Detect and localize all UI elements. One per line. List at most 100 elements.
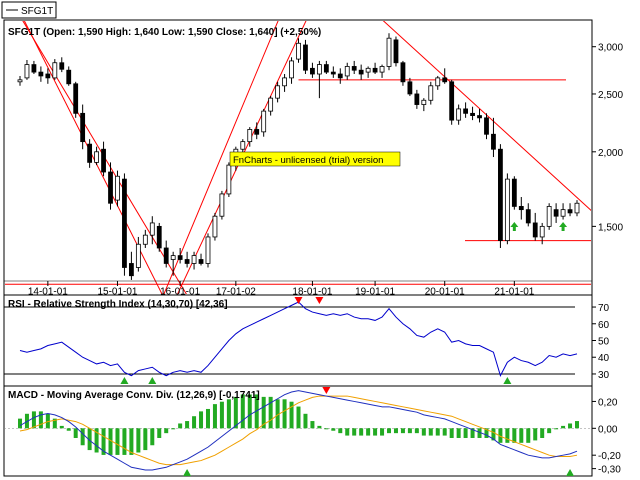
candle-body — [80, 112, 86, 143]
macd-histogram-bar — [282, 399, 287, 429]
macd-histogram-bar — [533, 428, 538, 441]
macd-y-tick-label: -0,20 — [598, 451, 621, 462]
candle-body — [226, 164, 232, 195]
macd-histogram-bar — [94, 428, 99, 453]
candle-body — [128, 263, 134, 277]
macd-histogram-bar — [470, 428, 475, 438]
candle-body — [365, 67, 371, 73]
macd-histogram-bar — [136, 428, 141, 453]
candle-body — [73, 83, 79, 114]
candle-body — [122, 178, 127, 268]
macd-histogram-bar — [338, 428, 343, 434]
candle-body — [94, 151, 99, 163]
candle-body — [205, 236, 211, 264]
candle-body — [31, 64, 37, 73]
candle-body — [456, 108, 462, 121]
watermark-text: FnCharts - unlicensed (trial) version — [233, 155, 383, 166]
rsi-signal-arrows — [120, 297, 512, 384]
candle-body — [379, 66, 385, 73]
macd-histogram-bar — [449, 428, 454, 438]
candle-body — [358, 69, 364, 75]
macd-histogram-bar — [554, 428, 559, 430]
candle-body — [414, 93, 420, 105]
macd-histogram-bar — [393, 428, 398, 434]
macd-histogram-bar — [31, 411, 36, 429]
macd-histogram-bar — [38, 411, 43, 429]
price-x-tick-label: 19-01-01 — [355, 286, 395, 297]
candle-body — [498, 148, 503, 241]
rsi-y-tick-label: 50 — [598, 337, 610, 348]
candle-body — [386, 37, 392, 67]
candle-body — [212, 215, 218, 238]
price-panel-title: SFG1T (Open: 1,590 High: 1,640 Low: 1,59… — [8, 27, 321, 38]
macd-histogram-bar — [275, 399, 280, 429]
macd-histogram-bar — [463, 428, 468, 438]
price-signal-arrows — [510, 222, 568, 231]
candle-body — [156, 225, 162, 249]
macd-histogram-bar — [45, 413, 50, 429]
macd-histogram-bar — [568, 423, 573, 429]
macd-histogram-bar — [435, 428, 440, 436]
rsi-reference-levels — [4, 306, 575, 375]
macd-histogram-bar — [157, 428, 162, 438]
macd-panel-title: MACD - Moving Average Conv. Div. (12,26,… — [8, 390, 260, 401]
candle-body — [115, 175, 120, 201]
macd-signal-arrows — [183, 387, 575, 476]
price-x-tick-label: 17-01-02 — [216, 286, 256, 297]
candle-body — [247, 129, 253, 143]
macd-histogram-bar — [310, 421, 315, 429]
price-y-axis: 3,000 2,500 2,000 1,500 — [592, 43, 623, 233]
rsi-up-arrow — [503, 377, 512, 384]
candle-body — [261, 110, 267, 133]
candle-body — [393, 39, 399, 64]
macd-histogram-bar — [428, 428, 433, 436]
rsi-y-tick-label: 70 — [598, 303, 610, 314]
price-x-axis: 14-01-01 15-01-01 16-01-01 17-01-02 18-01-01… — [4, 280, 592, 297]
macd-histogram-bar — [199, 411, 204, 429]
macd-histogram-bar — [373, 428, 378, 436]
candle-body — [310, 67, 315, 75]
candle-body — [532, 222, 538, 238]
candle-body — [316, 64, 322, 75]
macd-histogram-bar — [498, 428, 503, 443]
price-y-tick-label: 1,500 — [598, 222, 623, 233]
macd-histogram-bar — [143, 428, 148, 451]
rsi-up-arrow — [148, 377, 157, 384]
macd-y-tick-label: 0,00 — [598, 424, 618, 435]
macd-histogram-bar — [115, 428, 120, 455]
macd-histogram-bar — [519, 428, 524, 443]
candle-body — [330, 71, 336, 75]
macd-histogram-bar — [108, 428, 113, 455]
macd-histogram-bar — [477, 428, 482, 438]
price-x-tick-label: 20-01-01 — [425, 286, 465, 297]
candle-body — [275, 85, 281, 99]
candle-body — [407, 81, 413, 95]
macd-histogram-bar — [73, 428, 78, 438]
macd-histogram-bar — [247, 394, 252, 429]
candle-body — [38, 71, 44, 77]
candle-body — [484, 117, 489, 135]
candle-body — [567, 209, 573, 214]
macd-histogram-bar — [414, 428, 419, 434]
macd-histogram-bar — [345, 428, 350, 436]
candle-body — [142, 234, 148, 245]
macd-histogram-bar — [233, 396, 238, 429]
candle-body — [52, 62, 58, 79]
candle-body — [546, 206, 552, 227]
macd-histogram-bar — [442, 428, 447, 436]
uptrend-line-2 — [163, 21, 279, 294]
price-up-arrow — [559, 222, 568, 231]
candle-body — [323, 64, 329, 73]
macd-histogram-bar — [296, 406, 301, 429]
macd-histogram-bar — [456, 428, 461, 438]
candle-body — [511, 178, 517, 207]
macd-down-arrow — [322, 387, 331, 394]
macd-histogram-bar — [289, 401, 294, 429]
price-candles — [17, 33, 580, 280]
candle-body — [463, 108, 469, 114]
candle-body — [539, 225, 545, 238]
macd-histogram-bar — [407, 428, 412, 434]
macd-histogram-bar — [164, 428, 169, 434]
macd-histogram-bar — [66, 428, 71, 431]
candle-body — [163, 247, 169, 264]
